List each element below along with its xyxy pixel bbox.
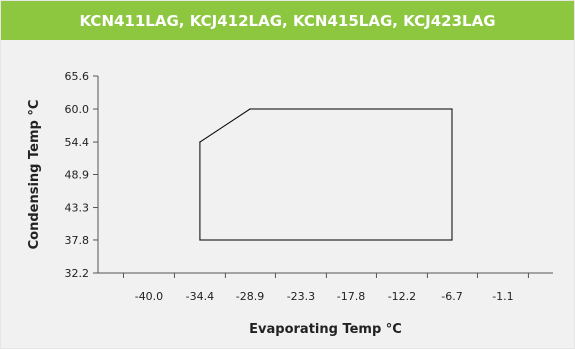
x-tick-label: -12.2 — [388, 290, 416, 303]
envelope-vertex-point — [451, 108, 453, 110]
envelope-vertex-point — [199, 239, 201, 241]
chart-title-banner: KCN411LAG, KCJ412LAG, KCN415LAG, KCJ423L… — [1, 1, 574, 40]
envelope-vertex-point — [199, 141, 201, 143]
x-tick-label: -6.7 — [441, 290, 462, 303]
x-tick-label: -17.8 — [337, 290, 365, 303]
y-tick-label: 65.6 — [65, 70, 90, 83]
y-tick-label: 48.9 — [65, 169, 90, 182]
envelope-series-line — [199, 108, 453, 241]
y-tick-label: 60.0 — [65, 103, 90, 116]
x-tick-label: -28.9 — [236, 290, 264, 303]
x-tick-label: -34.4 — [186, 290, 214, 303]
y-tick-label: 37.8 — [65, 234, 90, 247]
chart-title: KCN411LAG, KCJ412LAG, KCN415LAG, KCJ423L… — [79, 11, 496, 30]
y-tick-label: 32.2 — [65, 267, 90, 280]
x-tick-label: -23.3 — [287, 290, 315, 303]
x-axis-label: Evaporating Temp °C — [249, 322, 402, 337]
x-tick-label: -1.1 — [492, 290, 513, 303]
envelope-vertex-point — [451, 239, 453, 241]
y-axis-label: Condensing Temp °C — [27, 100, 42, 250]
x-tick-label: -40.0 — [135, 290, 163, 303]
y-tick-label: 54.4 — [65, 136, 90, 149]
y-tick-label: 43.3 — [65, 202, 90, 215]
envelope-vertex-point — [249, 108, 251, 110]
